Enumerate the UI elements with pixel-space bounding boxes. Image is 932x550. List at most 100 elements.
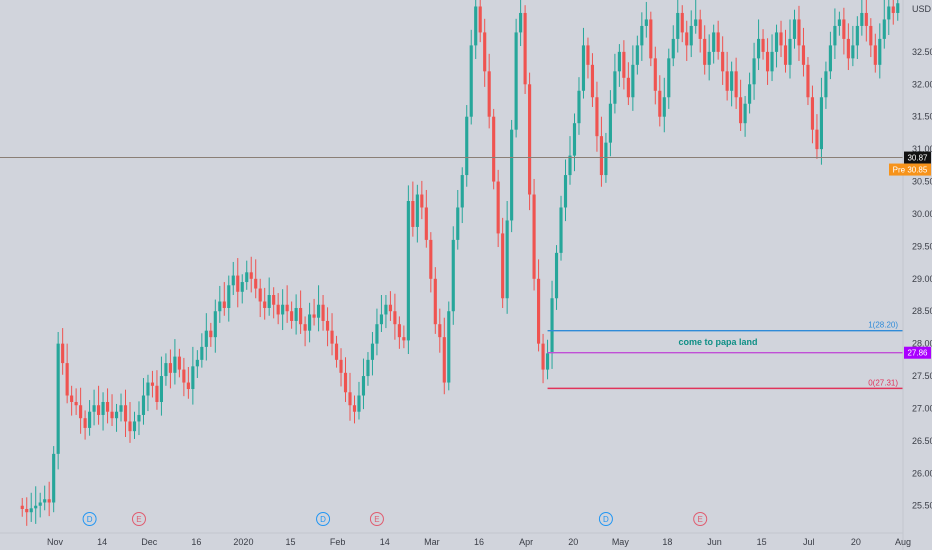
candle-body	[34, 505, 38, 509]
candle-body	[200, 346, 204, 360]
candle-body	[770, 51, 774, 72]
candle-body	[339, 359, 343, 373]
candle-body	[52, 453, 56, 503]
candle-body	[357, 395, 361, 412]
candle-body	[505, 220, 509, 299]
price-tick-label: 28.50	[912, 306, 932, 316]
last-price-badge	[904, 151, 931, 164]
candle-body	[424, 207, 428, 240]
event-letter: E	[698, 515, 703, 524]
time-axis[interactable]: Nov 14 Dec 16 2020 15 Feb 14 Mar 16 Apr 20 May 18 Jun 1…	[47, 537, 911, 547]
candle-body	[761, 38, 765, 52]
candle-body	[662, 97, 666, 117]
candle-body	[393, 311, 397, 325]
candle-body	[510, 129, 514, 221]
price-badges: 30.87 Pre 30.85 27.86	[889, 151, 931, 359]
time-tick-label: 16	[474, 537, 484, 547]
time-tick-label: May	[612, 537, 630, 547]
event-letter: D	[87, 515, 93, 524]
candle-body	[685, 32, 689, 46]
candle-body	[245, 272, 249, 283]
candle-body	[545, 353, 550, 370]
candle-body	[837, 19, 841, 26]
candle-body	[146, 382, 150, 396]
candle-body	[20, 505, 24, 509]
candle-body	[725, 71, 729, 91]
candle-body	[869, 25, 873, 46]
candle-body	[640, 25, 644, 46]
candle-body	[590, 64, 595, 98]
time-tick-label: Aug	[895, 537, 911, 547]
candle-body	[797, 19, 801, 46]
candle-body	[622, 51, 626, 78]
candle-body	[105, 401, 110, 412]
candle-body	[532, 194, 536, 279]
candle-body	[195, 359, 199, 367]
candle-body	[541, 343, 545, 370]
candle-body	[155, 385, 159, 402]
candle-body	[38, 502, 42, 506]
time-tick-label: Feb	[330, 537, 346, 547]
candle-body	[173, 356, 177, 373]
candle-body	[227, 285, 231, 308]
candle-body	[707, 51, 711, 65]
candle-body	[150, 382, 155, 386]
candle-body	[290, 311, 294, 321]
time-tick-label: Apr	[519, 537, 533, 547]
dividend-marker	[598, 512, 613, 526]
candle-body	[110, 411, 114, 419]
candle-body	[774, 32, 779, 52]
candle-body	[501, 233, 505, 299]
candle-body	[88, 411, 92, 428]
candle-body	[325, 320, 330, 331]
candle-body	[478, 6, 482, 33]
event-letter: E	[374, 515, 379, 524]
price-tick-label: 26.00	[912, 468, 932, 478]
candle-body	[631, 64, 635, 98]
candle-body	[806, 64, 810, 98]
candle-body	[752, 58, 756, 85]
price-tick-label: 30.50	[912, 177, 932, 187]
price-tick-label: 25.50	[912, 501, 932, 511]
candle-body	[451, 239, 455, 312]
candle-body	[712, 32, 716, 52]
candle-body	[132, 421, 137, 432]
price-axis[interactable]: 25.50 26.00 26.50 27.00 27.50 28.00 28.50 29.00…	[912, 47, 932, 511]
candle-body	[128, 421, 132, 432]
candle-body	[272, 295, 276, 305]
candle-body	[361, 376, 366, 396]
time-tick-label: 14	[97, 537, 107, 547]
candle-body	[528, 84, 532, 195]
candle-body	[658, 90, 662, 117]
candle-body	[384, 304, 388, 315]
candle-body	[47, 499, 51, 503]
candle-body	[65, 363, 69, 396]
candle-body	[168, 363, 172, 373]
candle-body	[236, 275, 240, 292]
candle-body	[43, 499, 47, 503]
candle-body	[559, 207, 563, 253]
candle-body	[635, 45, 639, 65]
premarket-text: Pre 30.85	[893, 166, 928, 175]
candle-body	[698, 19, 702, 39]
candle-body	[101, 401, 105, 415]
candle-body	[375, 324, 379, 344]
candle-body	[186, 382, 190, 390]
candle-body	[860, 12, 864, 26]
candle-body	[613, 71, 617, 104]
candle-body	[204, 330, 208, 347]
candle-body	[864, 12, 868, 26]
candle-body	[572, 123, 577, 156]
candle-body	[370, 343, 375, 360]
candle-body	[119, 405, 123, 412]
horizontal-lines-group: 1(28.20) 0(27.31)	[0, 157, 903, 390]
candle-body	[474, 6, 478, 46]
time-tick-label: 15	[757, 537, 767, 547]
candle-body	[792, 19, 797, 39]
price-tick-label: 32.00	[912, 79, 932, 89]
candle-body	[308, 314, 312, 331]
candle-body	[114, 411, 119, 419]
candle-body	[743, 103, 747, 124]
price-tick-label: 31.50	[912, 112, 932, 122]
